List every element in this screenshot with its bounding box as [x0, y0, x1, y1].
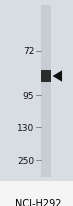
Bar — [0, 0, 73, 181]
Bar — [41, 71, 51, 82]
Polygon shape — [53, 71, 62, 82]
Text: 72: 72 — [23, 47, 34, 56]
Bar — [0, 181, 73, 206]
Text: 250: 250 — [17, 156, 34, 165]
Text: NCI-H292: NCI-H292 — [15, 198, 61, 206]
Text: 95: 95 — [23, 91, 34, 100]
Bar — [41, 6, 51, 177]
Text: 130: 130 — [17, 123, 34, 132]
